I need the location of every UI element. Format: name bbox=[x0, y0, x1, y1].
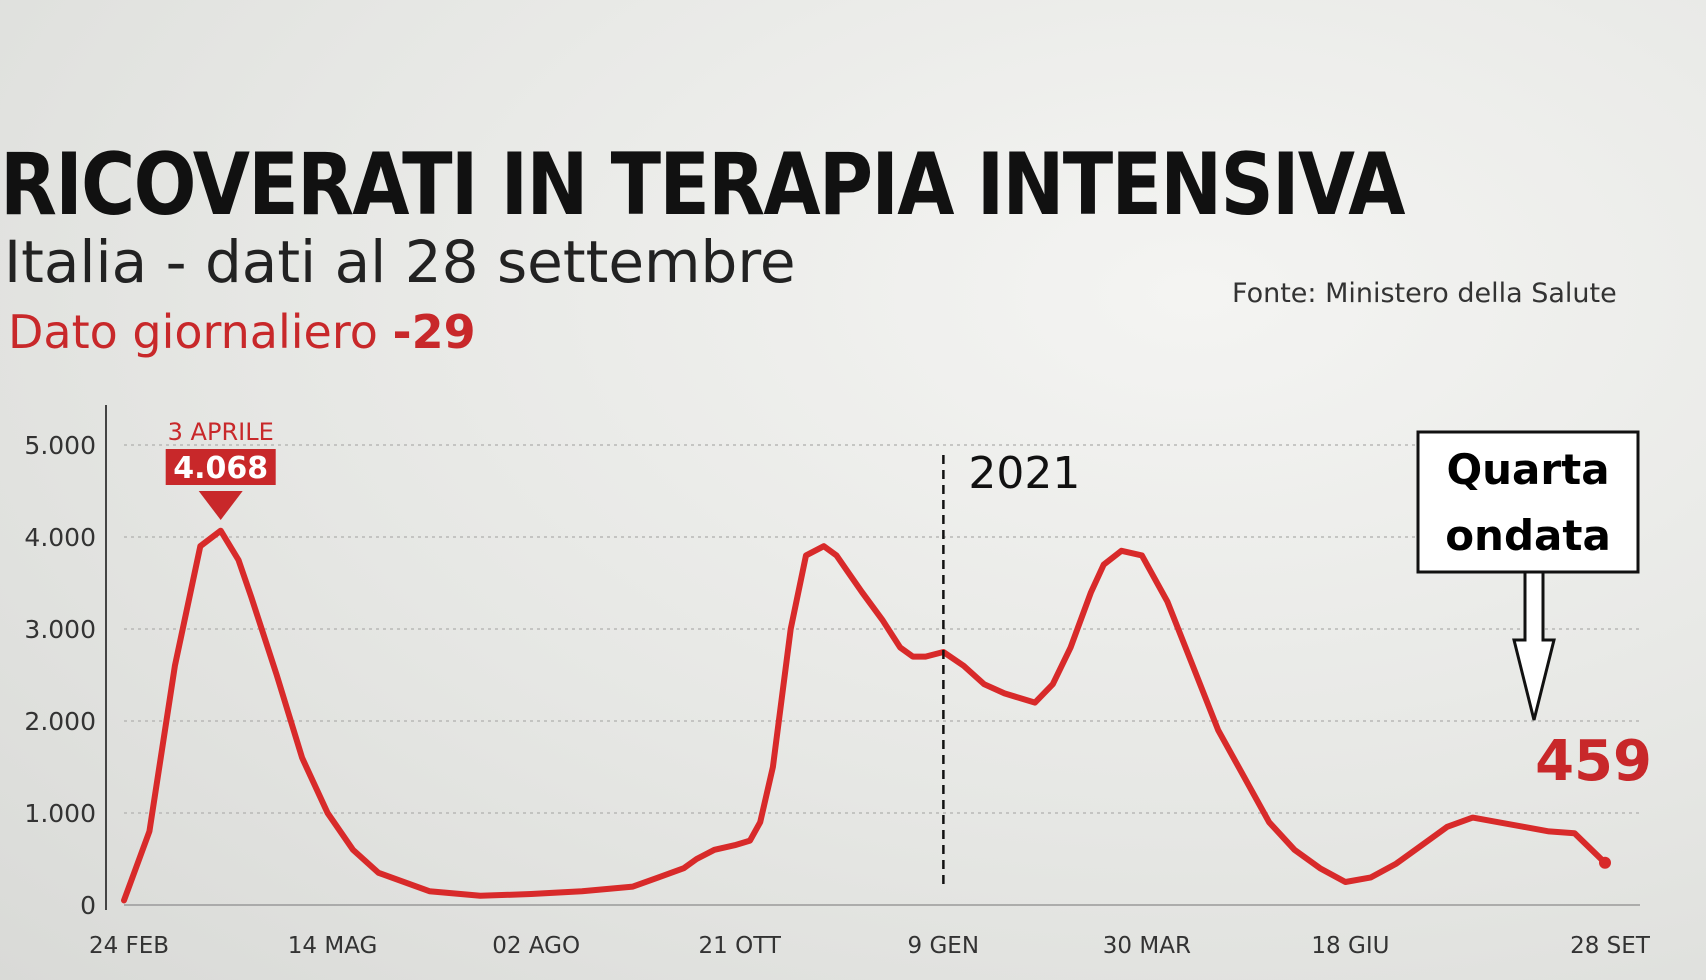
daily-value: -29 bbox=[392, 305, 476, 359]
y-tick-label: 3.000 bbox=[24, 615, 96, 644]
callout-box bbox=[1416, 430, 1640, 574]
x-tick-label: 30 MAR bbox=[1103, 933, 1191, 959]
series-line bbox=[121, 527, 1608, 904]
last-value-label: 459 bbox=[1535, 729, 1652, 794]
year-label: 2021 bbox=[968, 448, 1080, 499]
peak-date-label: 3 APRILE bbox=[168, 418, 274, 446]
axes bbox=[105, 405, 1640, 910]
x-tick-label: 28 SET bbox=[1570, 933, 1651, 959]
y-tick-label: 0 bbox=[80, 891, 96, 920]
y-tick-label: 4.000 bbox=[24, 523, 96, 552]
x-tick-labels: 24 FEB 14 MAG 02 AGO 21 OTT 9 GEN 30 MAR 18 GI… bbox=[89, 933, 1651, 959]
series-layer bbox=[121, 527, 1611, 904]
grid-lines bbox=[124, 444, 1640, 814]
daily-value-line: Dato giornaliero -29 bbox=[8, 305, 476, 359]
series-end-point bbox=[1599, 856, 1611, 869]
x-tick-label: 9 GEN bbox=[908, 933, 980, 959]
annotations: 3 APRILE 4.068 2021 459 Quarta ondata bbox=[165, 418, 1652, 887]
y-tick-label: 5.000 bbox=[24, 431, 96, 460]
chart-subtitle: Italia - dati al 28 settembre bbox=[4, 228, 796, 296]
peak-value-box bbox=[165, 449, 276, 485]
x-tick-label: 02 AGO bbox=[492, 933, 580, 959]
callout-line-1: Quarta bbox=[1446, 445, 1609, 494]
chart-title: RICOVERATI IN TERAPIA INTENSIVA bbox=[0, 135, 1406, 235]
source-note: Fonte: Ministero della Salute bbox=[1232, 278, 1617, 309]
x-tick-label: 21 OTT bbox=[699, 933, 782, 959]
down-arrow-icon bbox=[1512, 570, 1556, 721]
x-tick-label: 18 GIU bbox=[1311, 933, 1389, 959]
peak-value-label: 4.068 bbox=[173, 451, 268, 486]
y-tick-label: 1.000 bbox=[24, 799, 96, 828]
y-tick-labels: 0 1.000 2.000 3.000 4.000 5.000 bbox=[24, 431, 96, 920]
callout-line-2: ondata bbox=[1445, 511, 1611, 560]
x-tick-label: 14 MAG bbox=[288, 933, 378, 959]
x-tick-label: 24 FEB bbox=[89, 933, 169, 959]
peak-pointer-icon bbox=[198, 491, 243, 520]
y-tick-label: 2.000 bbox=[24, 707, 96, 736]
daily-label: Dato giornaliero bbox=[8, 305, 378, 359]
